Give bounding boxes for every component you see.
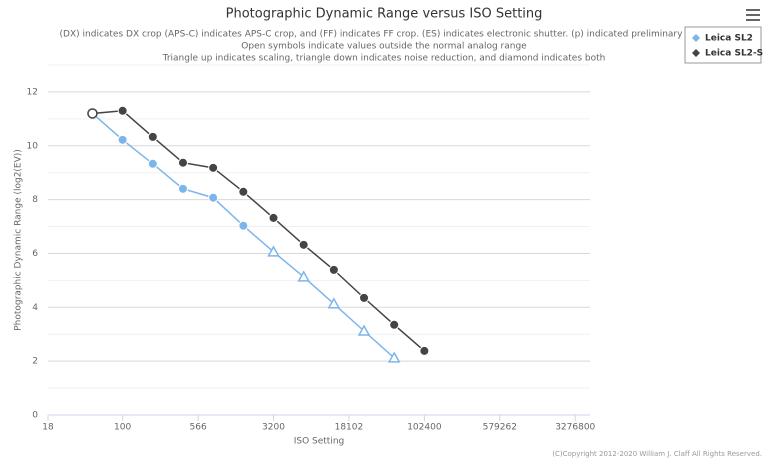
x-tick-label: 3276800: [555, 423, 595, 433]
subtitle: (DX) indicates DX crop (APS-C) indicates…: [60, 30, 709, 40]
legend-symbol[interactable]: [692, 34, 700, 42]
marker: [87, 108, 98, 119]
legend-box: [684, 26, 762, 64]
y-tick-label: 2: [32, 357, 38, 367]
marker: [267, 245, 280, 257]
series-line: [92, 109, 425, 352]
y-tick-label: 6: [32, 249, 38, 259]
subtitle: Triangle up indicates scaling, triangle …: [162, 54, 606, 64]
menu-bar[interactable]: [746, 9, 760, 11]
credit: (C)Copyright 2012-2020 William J. Claff …: [552, 450, 762, 458]
marker: [389, 319, 400, 330]
marker: [238, 186, 249, 197]
marker: [117, 105, 128, 116]
x-tick-label: 18: [42, 423, 54, 433]
marker: [147, 158, 158, 169]
marker: [297, 270, 310, 282]
marker: [298, 239, 309, 250]
y-tick-label: 8: [32, 195, 38, 205]
menu-bar[interactable]: [746, 19, 760, 21]
legend-symbol[interactable]: [692, 49, 700, 57]
menu-bar[interactable]: [746, 14, 760, 16]
subtitle: Open symbols indicate values outside the…: [241, 42, 527, 52]
marker: [328, 264, 339, 275]
marker: [357, 324, 371, 336]
x-tick-label: 579262: [483, 423, 517, 433]
x-tick-label: 18102: [335, 423, 364, 433]
x-tick-label: 566: [190, 423, 207, 433]
legend-label[interactable]: Leica SL2: [705, 34, 753, 44]
y-tick-label: 12: [27, 87, 38, 97]
y-tick-label: 0: [32, 411, 38, 421]
marker: [147, 131, 158, 142]
y-axis-label: Photographic Dynamic Range (log2(EV)): [14, 149, 24, 331]
legend-label[interactable]: Leica SL2-S: [705, 49, 763, 59]
menu-button[interactable]: [746, 9, 760, 21]
x-axis-label: ISO Setting: [294, 437, 345, 447]
x-tick-label: 102400: [407, 423, 442, 433]
chart-title: Photographic Dynamic Range versus ISO Se…: [226, 7, 543, 22]
marker: [117, 134, 128, 145]
marker: [268, 212, 279, 223]
marker: [208, 162, 219, 173]
marker: [387, 351, 401, 363]
y-tick-label: 10: [27, 141, 39, 151]
x-tick-label: 100: [114, 423, 131, 433]
marker: [238, 220, 249, 231]
marker: [419, 345, 430, 356]
series-line: [91, 112, 395, 359]
marker: [177, 183, 188, 194]
x-tick-label: 3200: [262, 423, 285, 433]
marker: [177, 157, 188, 168]
marker: [208, 192, 219, 203]
marker: [327, 297, 341, 309]
marker: [359, 292, 370, 303]
y-tick-label: 4: [32, 303, 38, 313]
